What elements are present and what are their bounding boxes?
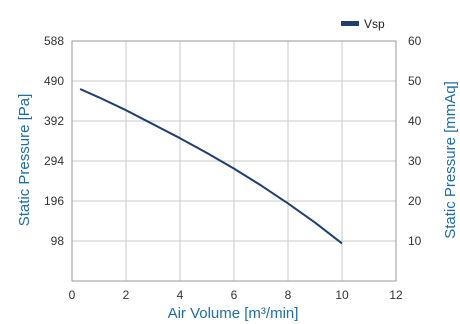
plot-frame: [71, 40, 397, 282]
y-left-tick-label: 294: [44, 154, 64, 168]
x-tick-label: 10: [335, 288, 349, 302]
x-tick-label: 8: [285, 288, 292, 302]
y-right-tick-label: 40: [408, 114, 422, 128]
y-right-tick-label: 60: [408, 34, 422, 48]
y-right-tick-label: 20: [408, 194, 422, 208]
y-right-tick-label: 50: [408, 74, 422, 88]
x-axis-label: Air Volume [m³/min]: [168, 305, 299, 322]
x-tick-label: 4: [177, 288, 184, 302]
y-axis-label-left: Static Pressure [Pa]: [16, 94, 33, 227]
y-right-tick-label: 10: [408, 234, 422, 248]
y-left-tick-label: 98: [51, 234, 65, 248]
legend: Vsp: [341, 17, 385, 31]
x-tick-label: 6: [231, 288, 238, 302]
legend-label-vsp: Vsp: [364, 17, 385, 31]
legend-swatch-vsp: [341, 21, 359, 26]
x-tick-label: 12: [389, 288, 403, 302]
y-left-tick-label: 490: [44, 74, 64, 88]
y-left-tick-label: 588: [44, 34, 64, 48]
y-left-tick-label: 392: [44, 114, 64, 128]
grid: [72, 41, 396, 281]
y-axis-label-right: Static Pressure [mmAq]: [442, 81, 459, 239]
series-line-vsp: [79, 88, 343, 245]
y-left-tick-label: 196: [44, 194, 64, 208]
tick-labels: 0 2 4 6 8 10 12 98 196 294 392 490 588 10 20 30 40 50 60: [44, 34, 422, 302]
x-tick-label: 0: [69, 288, 76, 302]
x-tick-label: 2: [123, 288, 130, 302]
y-right-tick-label: 30: [408, 154, 422, 168]
